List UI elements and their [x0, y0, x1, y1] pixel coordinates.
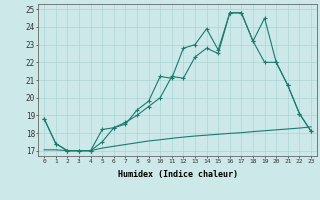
X-axis label: Humidex (Indice chaleur): Humidex (Indice chaleur)	[118, 170, 238, 179]
